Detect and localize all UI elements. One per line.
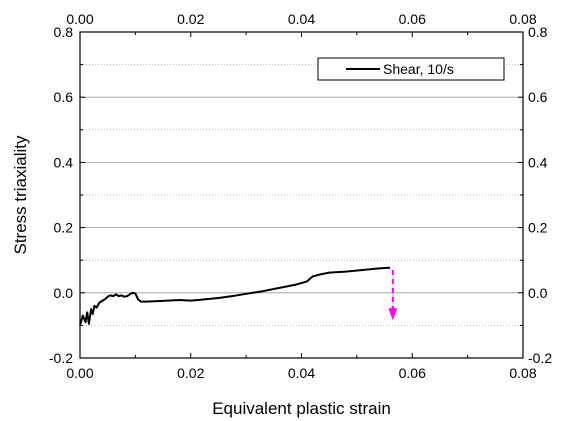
y-tick-label: -0.2 (49, 350, 73, 366)
x-top-tick-label: 0.00 (66, 11, 93, 27)
series-line-shear (79, 266, 391, 326)
y-right-tick-label: 0.4 (528, 154, 548, 170)
y-tick-label: 0.6 (54, 89, 74, 105)
y-right-tick-label: 0.8 (528, 24, 548, 40)
y-tick-label: 0.8 (54, 24, 74, 40)
x-top-tick-label: 0.06 (399, 11, 426, 27)
y-axis-title: Stress triaxiality (11, 135, 30, 255)
legend-box (317, 57, 505, 81)
grid-lines (80, 64, 523, 326)
x-tick-label: 0.04 (288, 365, 315, 381)
y-right-tick-label: 0.6 (528, 89, 548, 105)
series-group (79, 266, 391, 326)
y-tick-label: 0.4 (54, 154, 74, 170)
x-top-tick-label: 0.08 (509, 11, 536, 27)
tick-labels: 0.00 0.00 0.02 0.02 0.04 0.04 0.06 0.06 0.08 0.08… (49, 11, 552, 381)
legend: Shear, 10/s (317, 57, 505, 81)
annotation-arrowhead (388, 308, 398, 321)
y-right-tick-label: 0.0 (528, 285, 548, 301)
x-tick-label: 0.00 (66, 365, 93, 381)
y-tick-label: 0.0 (54, 285, 74, 301)
annotation-group (388, 269, 398, 321)
y-tick-label: 0.2 (54, 220, 74, 236)
x-top-tick-label: 0.02 (177, 11, 204, 27)
y-right-tick-label: 0.2 (528, 220, 548, 236)
legend-label-shear: Shear, 10/s (383, 61, 454, 77)
tick-marks (79, 31, 524, 359)
x-tick-label: 0.02 (177, 365, 204, 381)
x-tick-label: 0.08 (509, 365, 536, 381)
y-right-tick-label: -0.2 (528, 350, 552, 366)
x-top-tick-label: 0.04 (288, 11, 315, 27)
x-axis-title: Equivalent plastic strain (212, 399, 391, 418)
x-tick-label: 0.06 (399, 365, 426, 381)
